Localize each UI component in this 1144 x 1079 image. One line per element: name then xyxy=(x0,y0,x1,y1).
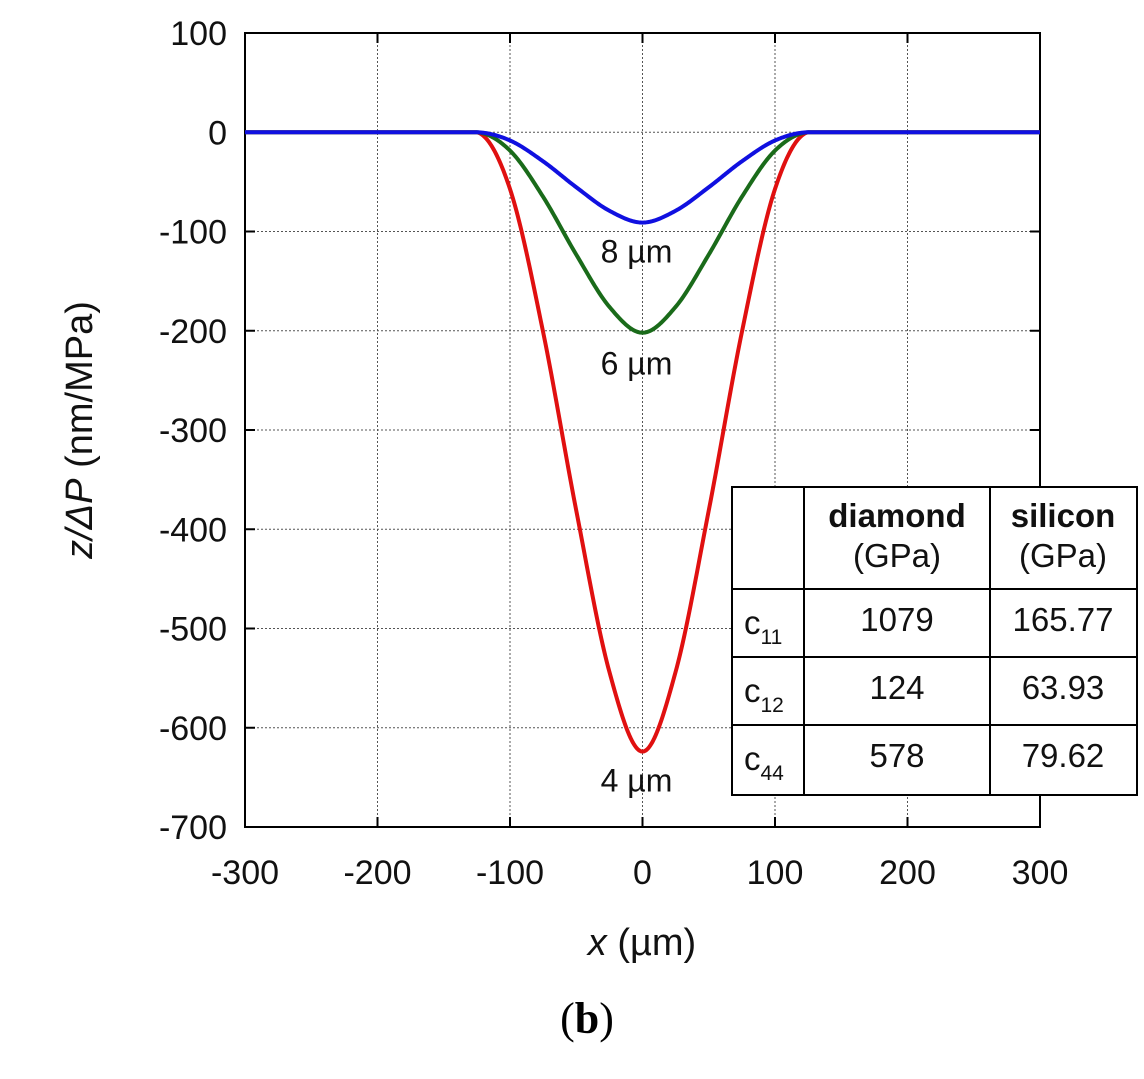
table-row-label-c: c xyxy=(744,604,761,641)
table-cell-silicon: 79.62 xyxy=(1022,737,1105,774)
curve-annotations: 8 µm 6 µm 4 µm xyxy=(601,233,673,798)
x-tick-label: -300 xyxy=(211,854,279,892)
inset-table: diamond (GPa) silicon (GPa) c11 1079 165… xyxy=(731,486,1138,796)
panel-label: (b) xyxy=(560,994,614,1043)
table-row-label-c: c xyxy=(744,740,761,777)
panel-label-letter: b xyxy=(575,994,599,1043)
series-line xyxy=(244,130,1041,225)
table-row-label: c12 xyxy=(744,672,784,717)
table-header-diamond-unit: (GPa) xyxy=(853,537,941,574)
panel-label-open: ( xyxy=(560,994,575,1043)
table-cell-silicon: 165.77 xyxy=(1013,601,1114,638)
table-row-label: c44 xyxy=(744,740,784,785)
x-axis-title-unit: (µm) xyxy=(607,922,696,964)
x-tick-labels: -300 -200 -100 0 100 200 300 xyxy=(211,854,1068,892)
y-tick-label: -400 xyxy=(159,511,227,549)
x-axis-title: x (µm) xyxy=(586,922,696,964)
table-row-label: c11 xyxy=(744,604,782,649)
x-axis-title-var: x xyxy=(586,922,609,964)
curve-label: 8 µm xyxy=(601,233,673,269)
y-tick-label: -100 xyxy=(159,214,227,252)
y-axis-title: z/ΔP (nm/MPa) xyxy=(59,301,101,560)
table-row-label-c: c xyxy=(744,672,761,709)
table-row-label-sub: 11 xyxy=(761,626,783,649)
table-row-label-sub: 44 xyxy=(761,762,785,785)
panel-label-close: ) xyxy=(599,994,614,1043)
series xyxy=(244,130,1041,754)
y-tick-label: -300 xyxy=(159,412,227,450)
plot-frame xyxy=(244,32,1041,828)
x-tick-label: 200 xyxy=(879,854,936,892)
y-axis-title-unit: (nm/MPa) xyxy=(59,301,101,478)
table-cell-silicon: 63.93 xyxy=(1022,669,1105,706)
y-tick-labels: 100 0 -100 -200 -300 -400 -500 -600 -700 xyxy=(159,15,227,847)
y-tick-label: -500 xyxy=(159,611,227,649)
y-tick-label: -700 xyxy=(159,809,227,847)
y-tick-label: -200 xyxy=(159,313,227,351)
table-row-label-sub: 12 xyxy=(761,694,784,717)
x-tick-label: 100 xyxy=(747,854,804,892)
table-cell-diamond: 124 xyxy=(869,669,924,706)
x-tick-label: -200 xyxy=(343,854,411,892)
x-tick-label: 0 xyxy=(633,854,652,892)
y-tick-label: 0 xyxy=(208,114,227,152)
x-tick-label: -100 xyxy=(476,854,544,892)
table-header-silicon-unit: (GPa) xyxy=(1019,537,1107,574)
y-tick-label: -600 xyxy=(159,710,227,748)
table-header-silicon: silicon xyxy=(1011,497,1116,534)
inset-table-border xyxy=(731,486,1138,796)
curve-label: 4 µm xyxy=(601,762,673,798)
curve-label: 6 µm xyxy=(601,346,673,382)
table-cell-diamond: 1079 xyxy=(860,601,933,638)
y-axis-title-var: z/ΔP xyxy=(59,478,101,560)
table-cell-diamond: 578 xyxy=(869,737,924,774)
table-header-diamond: diamond xyxy=(828,497,966,534)
y-tick-label: 100 xyxy=(170,15,227,53)
x-tick-label: 300 xyxy=(1012,854,1069,892)
